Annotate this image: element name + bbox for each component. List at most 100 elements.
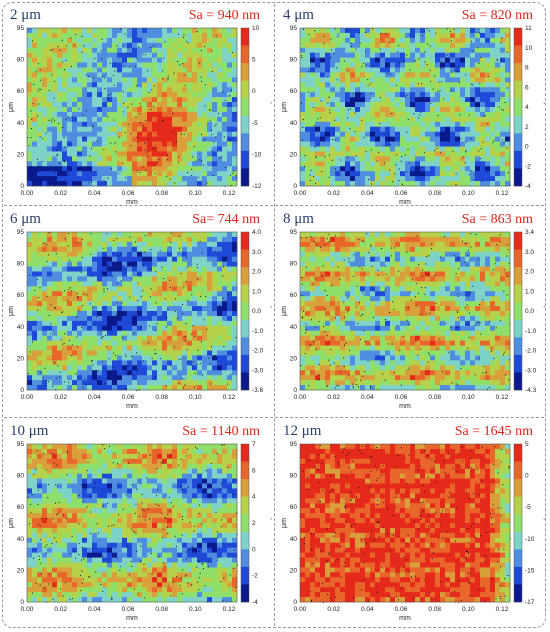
heat-cell bbox=[212, 171, 218, 177]
heat-cell bbox=[465, 161, 471, 167]
heat-cell bbox=[102, 330, 108, 336]
heat-cell bbox=[42, 111, 48, 118]
heat-cell bbox=[207, 161, 213, 167]
heat-cell bbox=[57, 355, 63, 361]
heat-cell bbox=[67, 181, 73, 187]
heat-cell bbox=[385, 166, 391, 172]
speckle bbox=[307, 91, 309, 93]
heat-cell bbox=[380, 92, 386, 98]
heat-cell bbox=[207, 350, 213, 356]
heat-cell bbox=[47, 171, 53, 177]
heat-cell bbox=[207, 92, 213, 98]
heat-cell bbox=[405, 32, 411, 39]
heat-cell bbox=[97, 251, 103, 257]
heat-cell bbox=[360, 232, 366, 238]
heat-cell bbox=[227, 375, 233, 381]
heat-cell bbox=[315, 107, 321, 113]
heat-cell bbox=[340, 121, 346, 128]
heat-cell bbox=[300, 116, 306, 123]
heat-cell bbox=[385, 28, 391, 34]
heat-cell bbox=[72, 246, 78, 253]
heat-cell bbox=[490, 72, 496, 78]
heat-cell bbox=[177, 111, 183, 118]
heat-cell bbox=[350, 82, 356, 88]
heat-cell bbox=[202, 380, 208, 386]
heat-cell bbox=[460, 121, 466, 128]
heat-cell bbox=[122, 146, 128, 152]
heat-cell bbox=[375, 232, 381, 238]
heat-cell bbox=[42, 156, 48, 162]
heat-cell bbox=[87, 286, 93, 292]
heat-cell bbox=[162, 241, 168, 248]
heat-cell bbox=[330, 171, 336, 177]
heat-cell bbox=[42, 320, 48, 327]
heat-cell bbox=[217, 166, 223, 172]
heat-cell bbox=[97, 102, 103, 108]
speckle bbox=[304, 155, 306, 156]
heat-cell bbox=[137, 136, 143, 142]
speckle bbox=[51, 49, 53, 50]
speckle bbox=[201, 374, 203, 376]
heat-cell bbox=[315, 77, 321, 83]
heat-cell bbox=[27, 57, 33, 63]
heat-cell bbox=[72, 360, 78, 366]
heat-cell bbox=[450, 232, 456, 238]
heat-cell bbox=[410, 171, 416, 177]
heat-cell bbox=[192, 67, 198, 73]
heat-cell bbox=[47, 360, 53, 366]
speckle bbox=[379, 48, 381, 50]
heat-cell bbox=[465, 87, 471, 93]
heat-cell bbox=[355, 136, 361, 142]
heat-cell bbox=[107, 62, 113, 68]
heat-cell bbox=[137, 355, 143, 361]
heat-cell bbox=[82, 57, 88, 63]
heat-cell bbox=[232, 380, 238, 386]
heat-cell bbox=[222, 107, 228, 113]
heat-cell bbox=[192, 251, 198, 257]
heat-cell bbox=[62, 350, 68, 356]
heat-cell bbox=[102, 232, 108, 238]
heat-cell bbox=[192, 340, 198, 346]
speckle bbox=[81, 256, 83, 258]
heat-cell bbox=[147, 236, 153, 243]
heat-cell bbox=[305, 52, 311, 58]
heat-cell bbox=[187, 62, 193, 68]
heat-cell bbox=[405, 42, 411, 49]
heat-cell bbox=[137, 42, 143, 49]
heat-cell bbox=[192, 126, 198, 132]
heat-cell bbox=[157, 52, 163, 58]
heat-cell bbox=[370, 151, 376, 157]
heat-cell bbox=[112, 385, 118, 391]
heat-cell bbox=[197, 360, 203, 366]
heat-cell bbox=[72, 375, 78, 381]
heat-cell bbox=[445, 232, 451, 238]
speckle bbox=[319, 66, 321, 67]
heat-cell bbox=[455, 77, 461, 83]
heat-cell bbox=[470, 116, 476, 123]
heat-cell bbox=[365, 52, 371, 58]
heat-cell bbox=[132, 340, 138, 346]
heat-cell bbox=[485, 42, 491, 49]
heat-cell bbox=[137, 271, 143, 277]
heat-cell bbox=[87, 360, 93, 366]
heat-cell bbox=[117, 151, 123, 157]
speckle bbox=[39, 136, 41, 138]
heat-cell bbox=[455, 52, 461, 58]
heat-cell bbox=[117, 276, 123, 282]
heat-cell bbox=[132, 271, 138, 277]
heat-cell bbox=[32, 42, 38, 49]
heat-cell bbox=[202, 286, 208, 292]
heat-cell bbox=[107, 47, 113, 53]
heat-cell bbox=[335, 32, 341, 39]
heat-cell bbox=[107, 37, 113, 44]
heat-cell bbox=[177, 276, 183, 282]
heat-cell bbox=[450, 126, 456, 132]
heat-cell bbox=[232, 171, 238, 177]
heat-cell bbox=[420, 171, 426, 177]
heat-cell bbox=[162, 360, 168, 366]
heat-cell bbox=[187, 256, 193, 262]
heat-cell bbox=[147, 301, 153, 307]
heat-cell bbox=[57, 62, 63, 68]
heat-cell bbox=[32, 47, 38, 53]
heat-cell bbox=[42, 131, 48, 137]
